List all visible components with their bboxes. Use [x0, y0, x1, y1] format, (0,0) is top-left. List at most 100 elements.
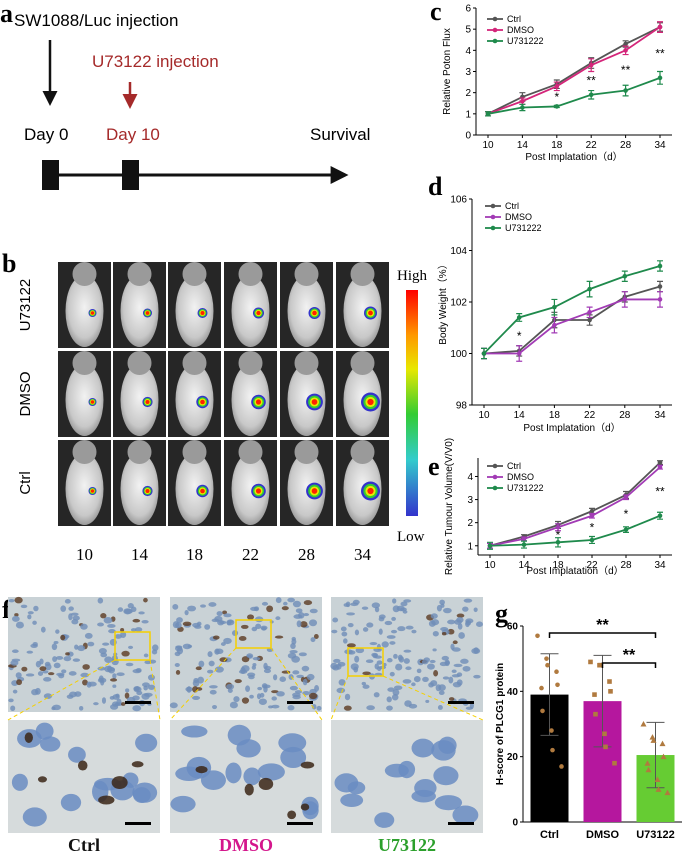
cell — [271, 696, 277, 701]
row-label: Ctrl — [17, 471, 34, 494]
cell — [281, 606, 289, 611]
stain — [195, 766, 208, 774]
cell — [241, 697, 250, 704]
zoom-line — [382, 675, 484, 721]
cell — [212, 635, 220, 640]
point — [589, 513, 595, 519]
point — [521, 536, 527, 542]
cell — [102, 642, 110, 646]
stain — [244, 783, 254, 796]
cell — [275, 597, 282, 604]
stain — [24, 732, 33, 743]
cell — [42, 670, 49, 674]
y-tick-label: 3 — [465, 67, 471, 78]
cell — [65, 652, 70, 656]
x-tick-label: DMSO — [586, 829, 619, 841]
point — [657, 284, 663, 289]
cell — [97, 666, 106, 671]
cell — [134, 627, 143, 632]
y-tick-label: 2 — [467, 518, 473, 529]
cell — [376, 666, 382, 672]
point — [623, 494, 629, 500]
cell — [362, 671, 371, 676]
cell — [465, 706, 473, 710]
cell — [398, 760, 416, 779]
cell — [374, 812, 395, 828]
cell — [134, 686, 140, 692]
zoom-line — [149, 659, 161, 721]
cell — [378, 628, 383, 635]
significance-label: ** — [596, 617, 609, 634]
cell — [439, 661, 448, 667]
cell — [53, 662, 61, 669]
cell — [143, 653, 149, 658]
cell — [405, 625, 414, 630]
cell — [37, 671, 44, 676]
cell — [187, 644, 193, 648]
cell — [11, 773, 28, 791]
cell — [340, 626, 347, 632]
zoom-box — [235, 619, 272, 649]
data-point — [540, 708, 545, 714]
point — [657, 297, 663, 302]
x-tick-label: 28 — [620, 560, 632, 571]
cell — [353, 666, 359, 673]
data-point — [645, 766, 652, 773]
x-axis-label: Post Implatation（d） — [525, 151, 622, 163]
data-point — [649, 734, 656, 740]
cell — [308, 692, 318, 700]
point — [657, 513, 663, 519]
panel-letter: d — [428, 172, 443, 201]
cell — [451, 669, 457, 674]
cell — [435, 684, 442, 692]
y-tick-label: 1 — [467, 541, 473, 552]
cell — [132, 782, 158, 803]
timeline-block — [122, 160, 139, 190]
cell — [55, 629, 60, 634]
cell — [411, 738, 435, 758]
cell — [432, 630, 439, 637]
cell — [124, 692, 130, 699]
data-point — [664, 789, 671, 796]
cell — [390, 629, 398, 634]
scale-bar — [125, 701, 151, 704]
cell — [72, 658, 81, 662]
timeline-text: SW1088/Luc injection — [14, 11, 178, 30]
y-axis-label: Body Weight（%） — [437, 259, 449, 344]
cell — [299, 621, 308, 628]
cell — [298, 652, 307, 657]
cell — [384, 620, 393, 626]
signal — [200, 311, 205, 315]
x-tick-label: 34 — [654, 140, 666, 151]
cell — [35, 722, 54, 740]
cell — [152, 644, 159, 652]
point — [555, 524, 561, 530]
cell — [176, 617, 183, 623]
cell — [204, 624, 211, 630]
x-tick-label: 10 — [482, 140, 494, 151]
cell — [60, 793, 82, 812]
cell — [271, 704, 280, 709]
cell — [391, 616, 396, 621]
significance-bracket — [548, 632, 657, 638]
cell — [473, 607, 478, 613]
signal — [145, 311, 150, 315]
annotation: * — [554, 90, 559, 104]
cell — [194, 625, 202, 629]
cell — [112, 684, 117, 688]
mouse-head — [182, 351, 207, 375]
series-line — [484, 298, 660, 355]
scale-bar — [448, 701, 474, 704]
cell — [132, 669, 142, 674]
cell — [147, 684, 156, 690]
panel-letter: g — [495, 599, 508, 628]
stain — [77, 760, 88, 771]
cell — [196, 621, 202, 627]
mouse-head — [294, 262, 319, 286]
cell — [256, 693, 262, 700]
point — [623, 41, 628, 47]
cell — [233, 696, 240, 703]
cell — [227, 688, 233, 693]
legend-label: Ctrl — [507, 461, 521, 471]
signal — [255, 399, 262, 405]
